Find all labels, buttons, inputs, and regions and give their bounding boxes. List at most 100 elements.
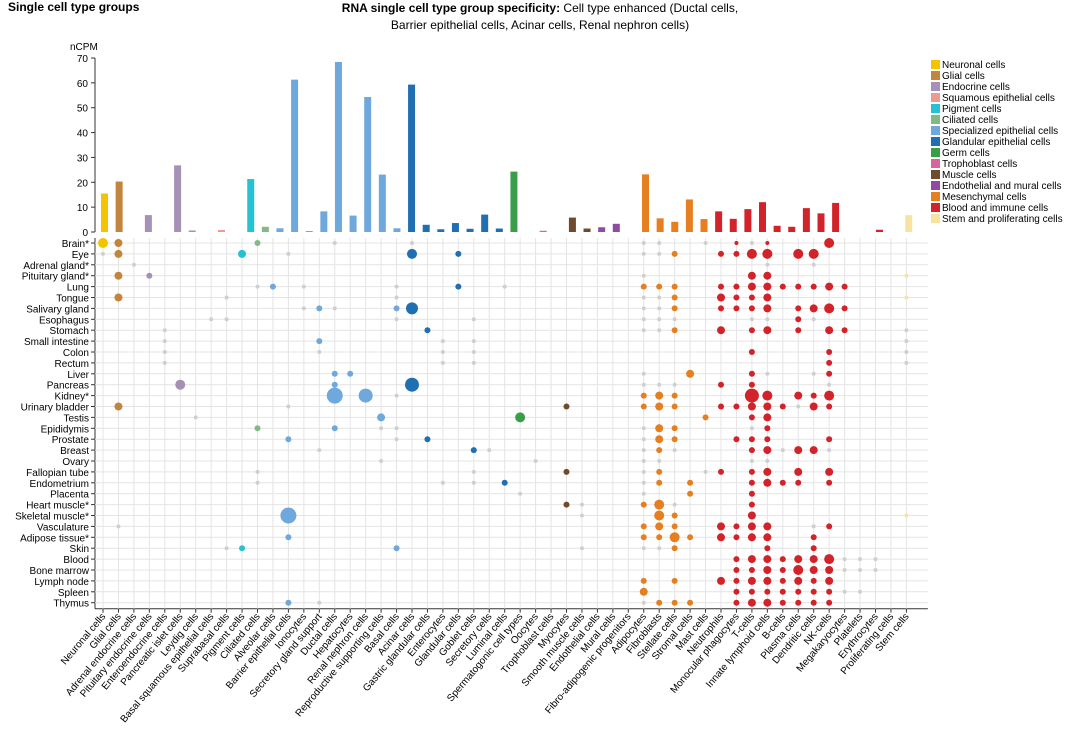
tissue-label: Adipose tissue*	[20, 533, 89, 544]
expression-dot	[763, 522, 772, 531]
expression-dot	[779, 567, 786, 573]
expression-dot	[779, 599, 786, 606]
chart-title-rest: Cell type enhanced (Ductal cells,	[563, 1, 739, 15]
expression-dot	[255, 469, 260, 474]
tissue-label: Stomach	[50, 326, 89, 337]
expression-dot	[763, 446, 772, 455]
legend-label: Endocrine cells	[942, 82, 1010, 93]
expression-dot	[641, 328, 646, 333]
expression-dot	[533, 459, 538, 463]
expression-dot	[640, 392, 647, 399]
expression-dot	[810, 588, 817, 595]
expression-dot	[748, 479, 755, 486]
expression-dot	[810, 599, 817, 606]
expression-dot	[640, 577, 647, 584]
expression-dot	[763, 566, 772, 574]
expression-dot	[641, 273, 646, 278]
expression-dot	[810, 545, 817, 552]
expression-dot	[762, 390, 773, 401]
legend-swatch	[931, 192, 940, 201]
expression-dot	[748, 490, 755, 497]
tissue-label: Colon	[63, 348, 89, 359]
legend-swatch	[931, 148, 940, 157]
expression-dot	[749, 459, 754, 463]
expression-dot	[796, 404, 801, 409]
expression-dot	[748, 381, 755, 388]
expression-dot	[718, 283, 724, 290]
chart-title: RNA single cell type group specificity: …	[300, 0, 780, 34]
expression-dot	[717, 533, 725, 542]
expression-dot	[826, 436, 833, 443]
expression-dot	[286, 404, 291, 409]
expression-dot	[764, 436, 771, 443]
expression-dot	[502, 284, 507, 289]
bar	[759, 202, 767, 232]
expression-dot	[162, 339, 167, 344]
expression-dot	[809, 304, 818, 313]
expression-dot	[904, 339, 909, 344]
expression-dot	[193, 415, 198, 420]
legend-label: Glandular epithelial cells	[942, 137, 1050, 148]
expression-dot	[687, 599, 694, 606]
expression-dot	[904, 360, 909, 365]
expression-dot	[410, 241, 414, 245]
expression-dot	[809, 555, 818, 564]
expression-dot	[733, 523, 740, 530]
expression-dot	[656, 599, 663, 606]
expression-dot	[904, 328, 909, 333]
bar	[466, 228, 474, 232]
expression-dot	[317, 350, 322, 354]
expression-dot	[640, 283, 647, 290]
bar-y-axis: nCPM 0 10 20 30 40 50 60 70	[70, 42, 98, 239]
expression-dot	[394, 317, 399, 322]
expression-dot	[657, 382, 662, 387]
legend-swatch	[931, 71, 940, 80]
expression-dot	[702, 414, 709, 421]
expression-dot	[331, 425, 338, 432]
expression-dot	[471, 350, 476, 354]
expression-dot	[842, 568, 847, 572]
expression-dot	[563, 403, 570, 410]
tissue-label: Heart muscle*	[26, 501, 89, 512]
expression-dot	[671, 392, 678, 399]
expression-dot	[471, 339, 476, 344]
expression-dot	[748, 349, 755, 355]
tissue-label: Skin	[70, 544, 89, 555]
expression-dot	[842, 557, 847, 562]
legend-label: Mesenchymal cells	[942, 192, 1026, 203]
tissue-label: Adrenal gland*	[23, 261, 89, 272]
expression-dot	[641, 600, 646, 605]
expression-dot	[826, 403, 833, 410]
bar	[832, 202, 840, 232]
expression-dot	[471, 317, 476, 322]
expression-dot	[640, 523, 647, 530]
bar	[802, 208, 810, 232]
expression-dot	[377, 413, 386, 422]
expression-dot	[394, 284, 399, 289]
expression-dot	[794, 576, 803, 585]
expression-dot	[763, 576, 772, 585]
expression-dot	[209, 317, 214, 322]
expression-dot	[826, 588, 833, 595]
expression-dot	[795, 283, 802, 290]
expression-dot	[826, 599, 833, 606]
legend-label: Pigment cells	[942, 104, 1001, 115]
expression-dot	[763, 555, 772, 564]
expression-dot	[703, 241, 708, 245]
chart-title-line2: Barrier epithelial cells, Acinar cells, …	[390, 18, 690, 32]
expression-dot	[795, 479, 802, 486]
tissue-label: Urinary bladder	[21, 403, 90, 414]
expression-dot	[394, 393, 399, 398]
bar	[744, 209, 752, 232]
expression-dot	[779, 556, 786, 563]
expression-dot	[640, 534, 647, 541]
expression-dot	[747, 533, 756, 542]
expression-dot	[762, 248, 773, 259]
expression-dot	[657, 317, 662, 322]
expression-dot	[718, 250, 724, 257]
expression-dot	[655, 522, 664, 531]
expression-dot	[424, 436, 431, 443]
expression-dot	[717, 326, 725, 335]
bar	[773, 225, 781, 232]
expression-dot	[763, 271, 772, 280]
